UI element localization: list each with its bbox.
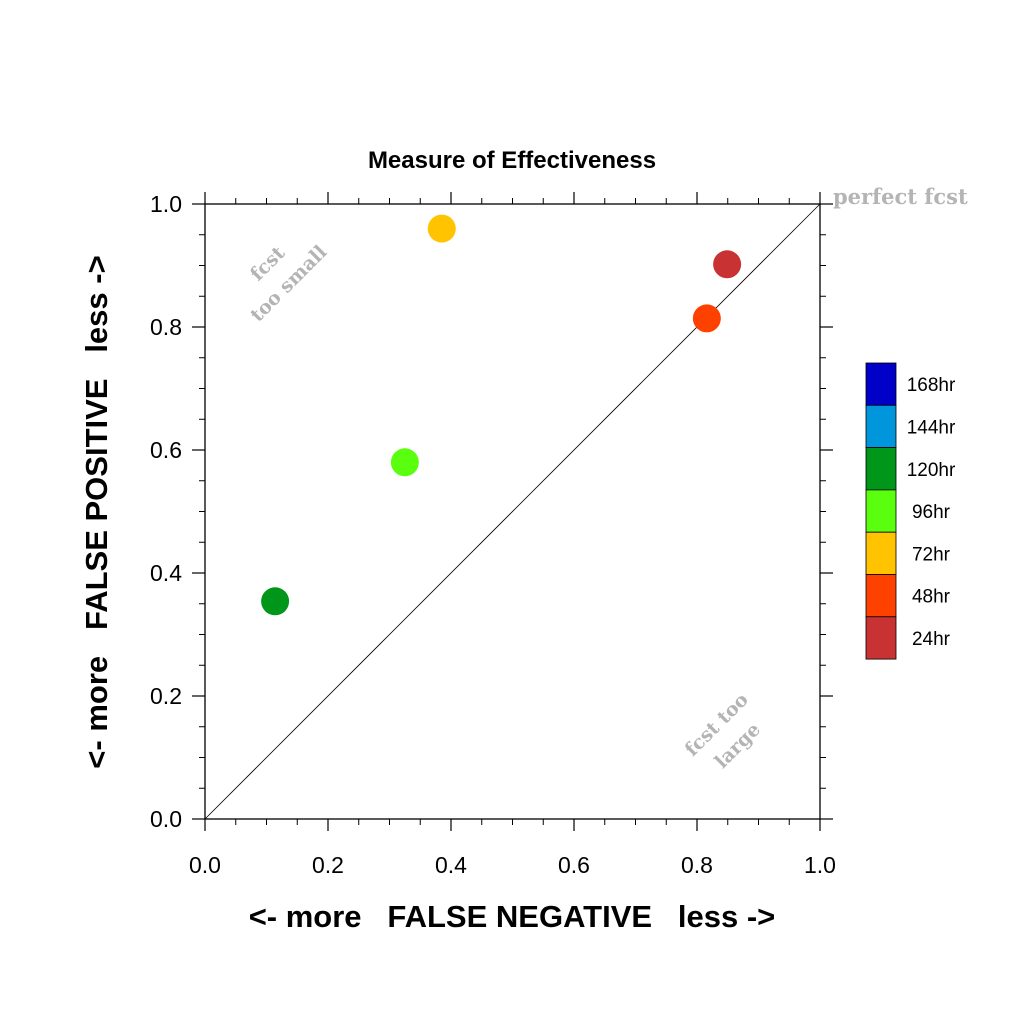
legend-label-144hr: 144hr — [907, 417, 956, 438]
legend-swatch-144hr — [865, 404, 897, 448]
axes: 0.0 0.2 0.4 0.6 0.8 1.0 0.0 0.2 0.4 0.6 0.8 1.0 — [150, 191, 836, 878]
legend-swatch-120hr — [865, 447, 897, 491]
point-48hr — [692, 304, 721, 333]
legend-swatch-24hr — [865, 616, 897, 660]
legend-label-168hr: 168hr — [907, 375, 956, 396]
x-axis-label: <- more FALSE NEGATIVE less -> — [249, 899, 776, 934]
point-24hr — [713, 250, 742, 279]
y-tick-label: 0.4 — [150, 560, 182, 586]
reference-line-layer — [204, 203, 821, 820]
legend-swatch-72hr — [865, 531, 897, 575]
x-tick-label: 1.0 — [804, 852, 836, 878]
point-120hr — [261, 587, 290, 616]
x-tick-label: 0.8 — [681, 852, 713, 878]
x-tick-label: 0.0 — [189, 852, 221, 878]
legend-label-24hr: 24hr — [912, 629, 951, 650]
x-tick-label: 0.6 — [558, 852, 590, 878]
chart-title: Measure of Effectiveness — [368, 147, 656, 174]
perfect-forecast-line — [204, 203, 821, 820]
legend-swatch-168hr — [865, 362, 897, 406]
x-tick-label: 0.4 — [435, 852, 467, 878]
point-96hr — [390, 448, 419, 477]
y-tick-label: 1.0 — [150, 191, 182, 217]
legend-label-96hr: 96hr — [912, 502, 951, 523]
legend-swatch-96hr — [865, 489, 897, 533]
legend-swatch-48hr — [865, 574, 897, 618]
legend: 168hr 144hr 120hr 96hr 72hr 48hr 24hr — [865, 362, 956, 660]
data-points — [261, 214, 742, 616]
x-tick-label: 0.2 — [312, 852, 344, 878]
legend-label-120hr: 120hr — [907, 460, 956, 481]
y-tick-label: 0.6 — [150, 437, 182, 463]
legend-label-48hr: 48hr — [912, 587, 951, 608]
point-72hr — [427, 214, 456, 243]
legend-label-72hr: 72hr — [912, 544, 951, 565]
y-axis-label: <- more FALSE POSITIVE less -> — [79, 255, 114, 768]
y-tick-label: 0.0 — [150, 806, 182, 832]
y-tick-label: 0.8 — [150, 314, 182, 340]
y-tick-label: 0.2 — [150, 683, 182, 709]
perfect-fcst-label: perfect fcst — [833, 184, 968, 209]
